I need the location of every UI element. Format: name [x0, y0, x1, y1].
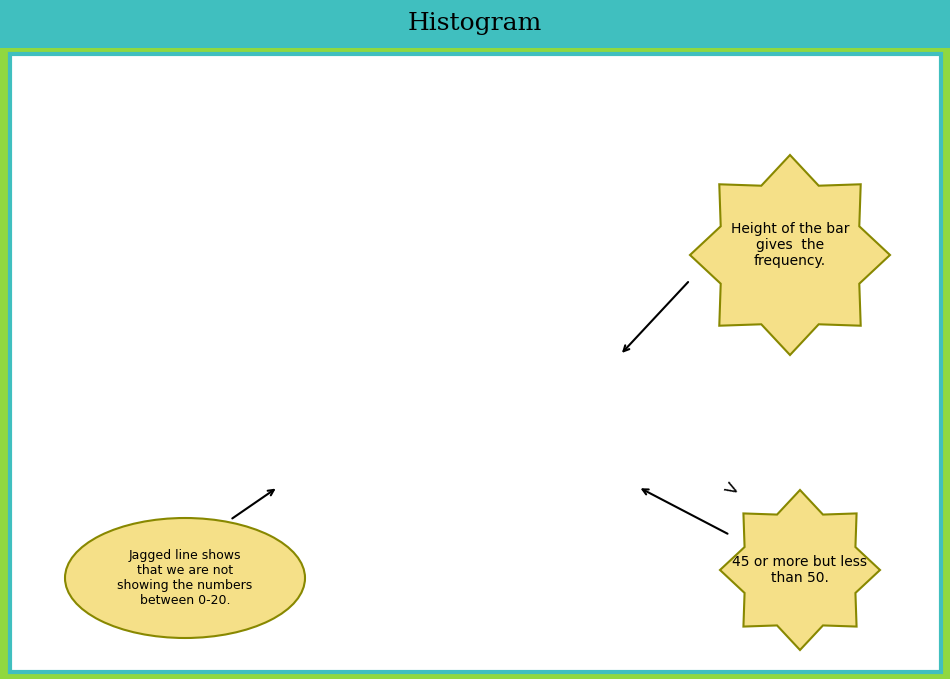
Text: 2: 2 — [484, 430, 495, 447]
Polygon shape — [690, 155, 890, 355]
Text: 4: 4 — [235, 318, 245, 335]
Text: Number of teachers: Number of teachers — [60, 276, 73, 430]
Text: 5: 5 — [547, 261, 558, 278]
FancyBboxPatch shape — [101, 60, 792, 124]
Text: Histogram showing age of 25 teachers of a school.: Histogram showing age of 25 teachers of … — [171, 83, 722, 100]
Text: Histogram: Histogram — [408, 12, 542, 35]
Text: Jagged line shows
that we are not
showing the numbers
between 0-20.: Jagged line shows that we are not showin… — [118, 549, 253, 607]
Bar — [208, 339, 271, 564]
Text: 5: 5 — [297, 261, 308, 278]
Text: 3: 3 — [422, 373, 432, 390]
Text: >: > — [718, 478, 742, 502]
Text: 6: 6 — [359, 205, 370, 222]
Text: ↑: ↑ — [58, 154, 75, 173]
Bar — [271, 283, 333, 564]
Bar — [333, 227, 396, 564]
Bar — [459, 452, 521, 564]
Polygon shape — [720, 490, 880, 650]
Text: Height of the bar
gives  the
frequency.: Height of the bar gives the frequency. — [731, 222, 849, 268]
Text: Age in years  →: Age in years → — [373, 615, 491, 629]
Bar — [396, 395, 459, 564]
Text: 45 or more but less
than 50.: 45 or more but less than 50. — [732, 555, 867, 585]
Bar — [521, 283, 583, 564]
Ellipse shape — [65, 518, 305, 638]
